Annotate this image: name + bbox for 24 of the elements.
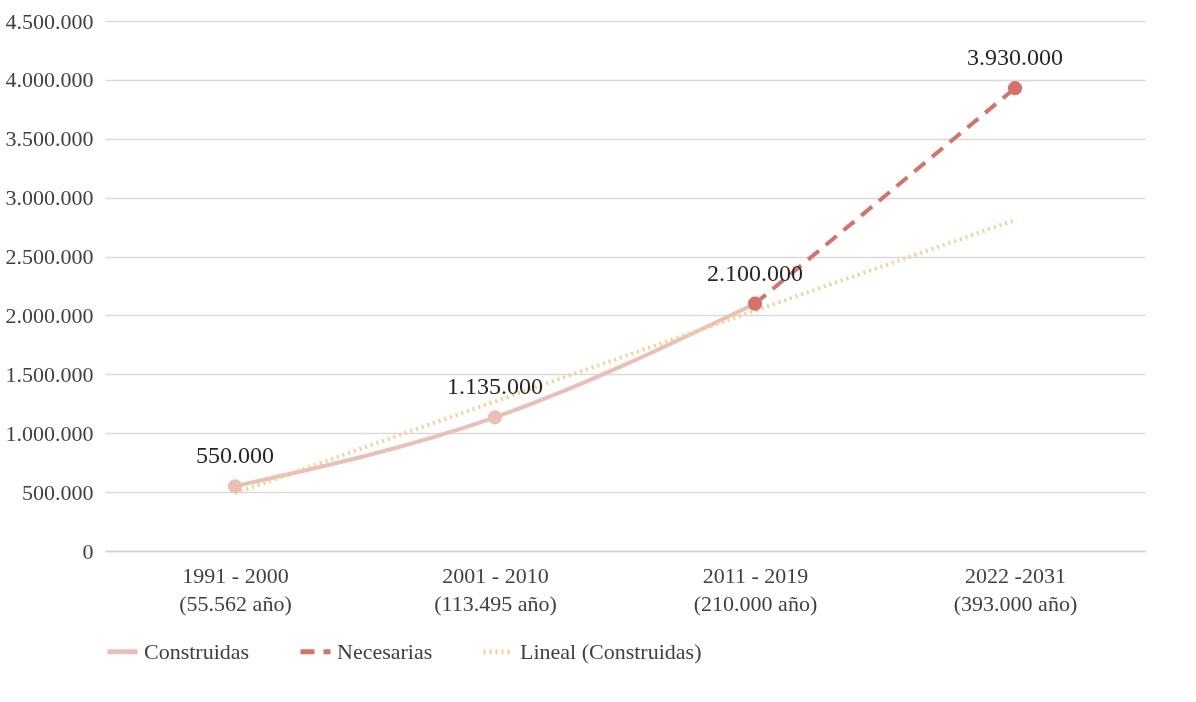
y-tick-label: 1.500.000 [5,361,94,387]
x-tick-label: 1991 - 2000 (55.562 año) [179,562,292,616]
legend-label: Construidas [144,638,250,664]
x-tick-label: 2011 - 2019 (210.000 año) [693,562,818,616]
y-tick-label: 3.500.000 [5,126,94,152]
data-label: 1.135.000 [447,373,543,400]
data-label: 2.100.000 [707,259,803,286]
y-tick-label: 0 [82,538,94,564]
point [1007,81,1023,96]
data-label: 550.000 [196,442,274,469]
point [487,410,503,425]
y-tick-label: 3.000.000 [5,185,94,211]
y-tick-label: 500.000 [22,479,94,505]
y-tick-label: 4.000.000 [5,67,94,93]
point [227,479,243,494]
y-tick-label: 4.500.000 [5,8,94,34]
x-tick-label: 2022 -2031 (393.000 año) [953,562,1078,616]
legend-label: Necesarias [337,638,433,664]
legend-label: Lineal (Construidas) [520,638,702,664]
y-tick-label: 1.000.000 [5,420,94,446]
y-tick-label: 2.500.000 [5,244,94,270]
x-tick-label: 2001 - 2010 (113.495 año) [434,562,557,616]
y-tick-label: 2.000.000 [5,302,94,328]
data-label: 3.930.000 [967,44,1063,71]
